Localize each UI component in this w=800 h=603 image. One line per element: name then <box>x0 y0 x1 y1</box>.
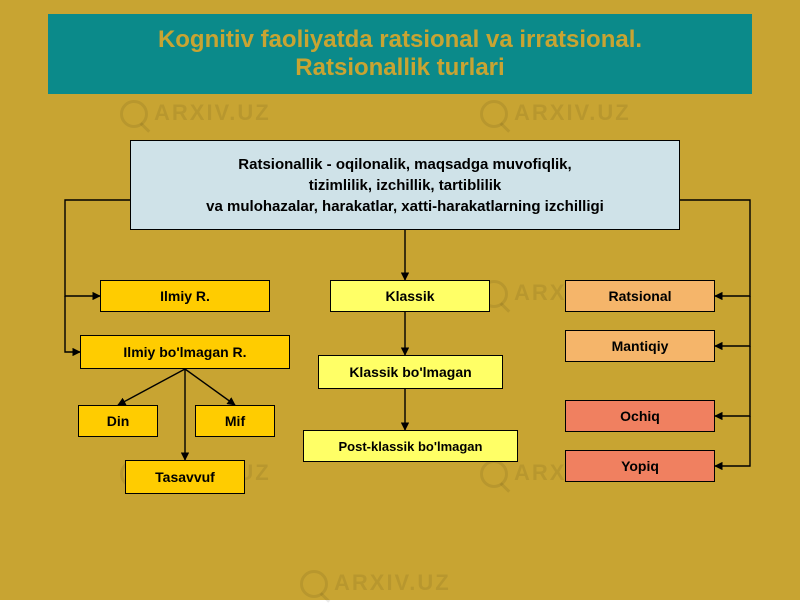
node-post: Post-klassik bo'lmagan <box>303 430 518 462</box>
slide-title: Kognitiv faoliyatda ratsional va irratsi… <box>48 14 752 94</box>
node-klassik: Klassik <box>330 280 490 312</box>
node-mantiqiy: Mantiqiy <box>565 330 715 362</box>
definition-line3: va mulohazalar, harakatlar, xatti-haraka… <box>206 196 604 217</box>
node-yopiq: Yopiq <box>565 450 715 482</box>
node-mif: Mif <box>195 405 275 437</box>
title-line1: Kognitiv faoliyatda ratsional va irratsi… <box>158 26 642 54</box>
node-ilmiy_bo: Ilmiy bo'lmagan R. <box>80 335 290 369</box>
definition-box: Ratsionallik - oqilonalik, maqsadga muvo… <box>130 140 680 230</box>
node-din: Din <box>78 405 158 437</box>
definition-line1: Ratsionallik - oqilonalik, maqsadga muvo… <box>206 154 604 175</box>
definition-line2: tizimlilik, izchillik, tartiblilik <box>206 175 604 196</box>
node-ratsional: Ratsional <box>565 280 715 312</box>
node-ilmiy: Ilmiy R. <box>100 280 270 312</box>
title-line2: Ratsionallik turlari <box>158 54 642 82</box>
node-klassik_bo: Klassik bo'lmagan <box>318 355 503 389</box>
node-ochiq: Ochiq <box>565 400 715 432</box>
node-tasavvuf: Tasavvuf <box>125 460 245 494</box>
